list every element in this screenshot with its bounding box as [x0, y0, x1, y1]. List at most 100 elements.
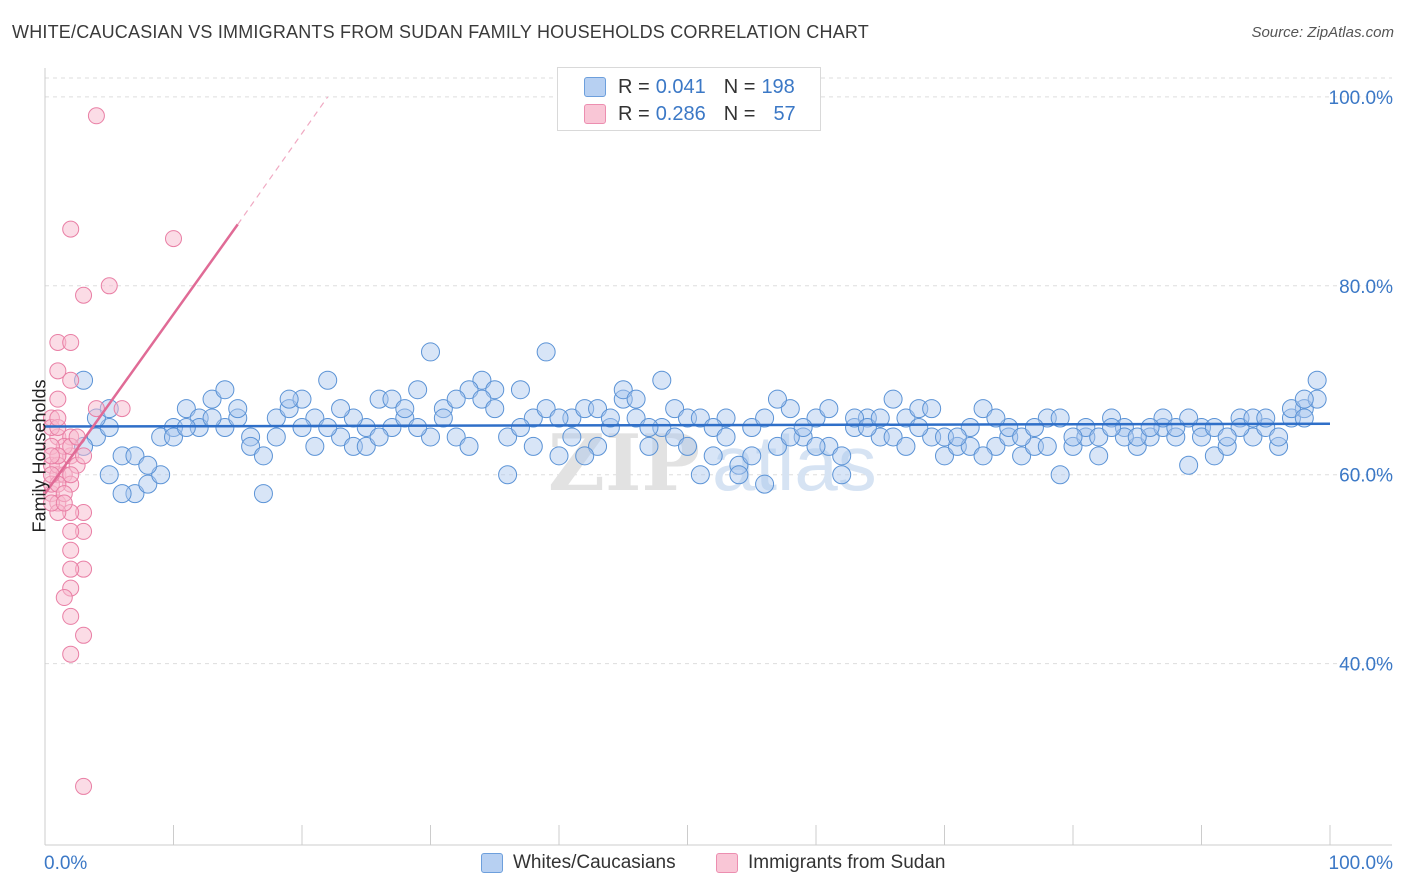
- legend-row-sudan: R = 0.286 N = 57: [584, 102, 796, 126]
- y-tick-label: 80.0%: [1339, 277, 1393, 298]
- whites-point: [331, 399, 351, 419]
- whites-point: [331, 427, 351, 447]
- whites-point: [1050, 465, 1070, 485]
- whites-point: [639, 417, 659, 437]
- source-label: Source: ZipAtlas.com: [1251, 24, 1394, 41]
- sudan-point: [100, 277, 118, 295]
- whites-point: [305, 436, 325, 456]
- whites-point: [742, 446, 762, 466]
- sudan-point: [62, 522, 80, 540]
- series-sudan-points: [42, 107, 182, 795]
- whites-point: [446, 427, 466, 447]
- whites-point: [1102, 417, 1122, 437]
- whites-point: [408, 417, 428, 437]
- whites-point: [202, 408, 222, 428]
- whites-point: [1294, 389, 1314, 409]
- sudan-swatch: [716, 853, 738, 873]
- whites-point: [421, 427, 440, 447]
- whites-point: [703, 446, 723, 466]
- whites-point: [1192, 427, 1211, 447]
- x-tick-label-max: 100.0%: [1329, 853, 1394, 874]
- whites-point: [395, 399, 415, 419]
- whites-point: [857, 417, 877, 437]
- sudan-point: [62, 560, 80, 578]
- n-label: N =: [723, 102, 756, 125]
- whites-point: [575, 446, 595, 466]
- whites-point: [896, 408, 916, 428]
- whites-point: [1024, 417, 1044, 437]
- whites-point: [755, 474, 775, 494]
- sudan-point: [49, 409, 67, 427]
- whites-point: [986, 436, 1006, 456]
- whites-point: [369, 427, 389, 447]
- whites-point: [202, 389, 222, 409]
- sudan-trend-extension: [237, 96, 329, 225]
- whites-point: [973, 399, 993, 419]
- whites-point: [690, 408, 710, 428]
- sudan-trend-line: [43, 223, 239, 495]
- whites-point: [1153, 408, 1173, 428]
- whites-point: [870, 408, 890, 428]
- whites-point: [626, 389, 646, 409]
- whites-point: [588, 399, 608, 419]
- whites-point: [678, 436, 697, 456]
- watermark-zip: ZIP: [548, 418, 700, 509]
- legend-stats: R = 0.041 N = 198 R = 0.286 N = 57: [557, 67, 821, 131]
- sudan-point: [62, 645, 80, 663]
- whites-point: [1307, 370, 1327, 390]
- whites-point: [626, 408, 646, 428]
- whites-point: [806, 436, 826, 456]
- whites-point: [690, 465, 710, 485]
- sudan-point: [75, 777, 93, 795]
- whites-point: [1281, 399, 1301, 419]
- whites-point: [562, 427, 582, 447]
- sudan-swatch: [584, 104, 606, 124]
- whites-point: [292, 417, 312, 437]
- whites-point: [716, 408, 736, 428]
- whites-point: [382, 417, 402, 437]
- whites-point: [112, 484, 132, 504]
- sudan-point: [62, 220, 80, 238]
- whites-point: [356, 436, 376, 456]
- whites-point: [408, 380, 428, 400]
- whites-point: [999, 417, 1019, 437]
- whites-point: [318, 370, 338, 390]
- whites-point: [896, 436, 916, 456]
- sudan-point: [55, 589, 73, 607]
- whites-point: [472, 370, 492, 390]
- sudan-point: [49, 362, 67, 380]
- whites-point: [536, 399, 556, 419]
- whites-point: [832, 465, 852, 485]
- sudan-point: [62, 607, 80, 625]
- whites-point: [1012, 446, 1032, 466]
- x-tick-label-min: 0.0%: [44, 853, 87, 874]
- whites-point: [1217, 427, 1237, 447]
- whites-point: [639, 436, 659, 456]
- whites-point: [1256, 408, 1276, 428]
- whites-point: [253, 446, 273, 466]
- whites-point: [1063, 427, 1083, 447]
- whites-point: [125, 446, 145, 466]
- whites-point: [549, 408, 569, 428]
- whites-point: [665, 399, 685, 419]
- whites-point: [498, 465, 518, 485]
- whites-point: [485, 380, 505, 400]
- whites-point: [600, 408, 620, 428]
- whites-point: [523, 436, 543, 456]
- trend-lines: [43, 96, 1331, 495]
- whites-point: [446, 389, 466, 409]
- r-label: R =: [618, 75, 650, 98]
- whites-point: [909, 417, 929, 437]
- whites-point: [421, 342, 440, 362]
- legend-item-whites: Whites/Caucasians: [481, 852, 676, 874]
- whites-point: [729, 465, 749, 485]
- y-axis-label: Family Households: [29, 379, 50, 533]
- whites-point: [703, 417, 723, 437]
- r-label: R =: [618, 102, 650, 125]
- sudan-point: [49, 390, 67, 408]
- sudan-point: [55, 494, 73, 512]
- whites-point: [472, 389, 492, 409]
- whites-point: [1127, 427, 1147, 447]
- whites-point: [883, 389, 903, 409]
- whites-point: [485, 399, 505, 419]
